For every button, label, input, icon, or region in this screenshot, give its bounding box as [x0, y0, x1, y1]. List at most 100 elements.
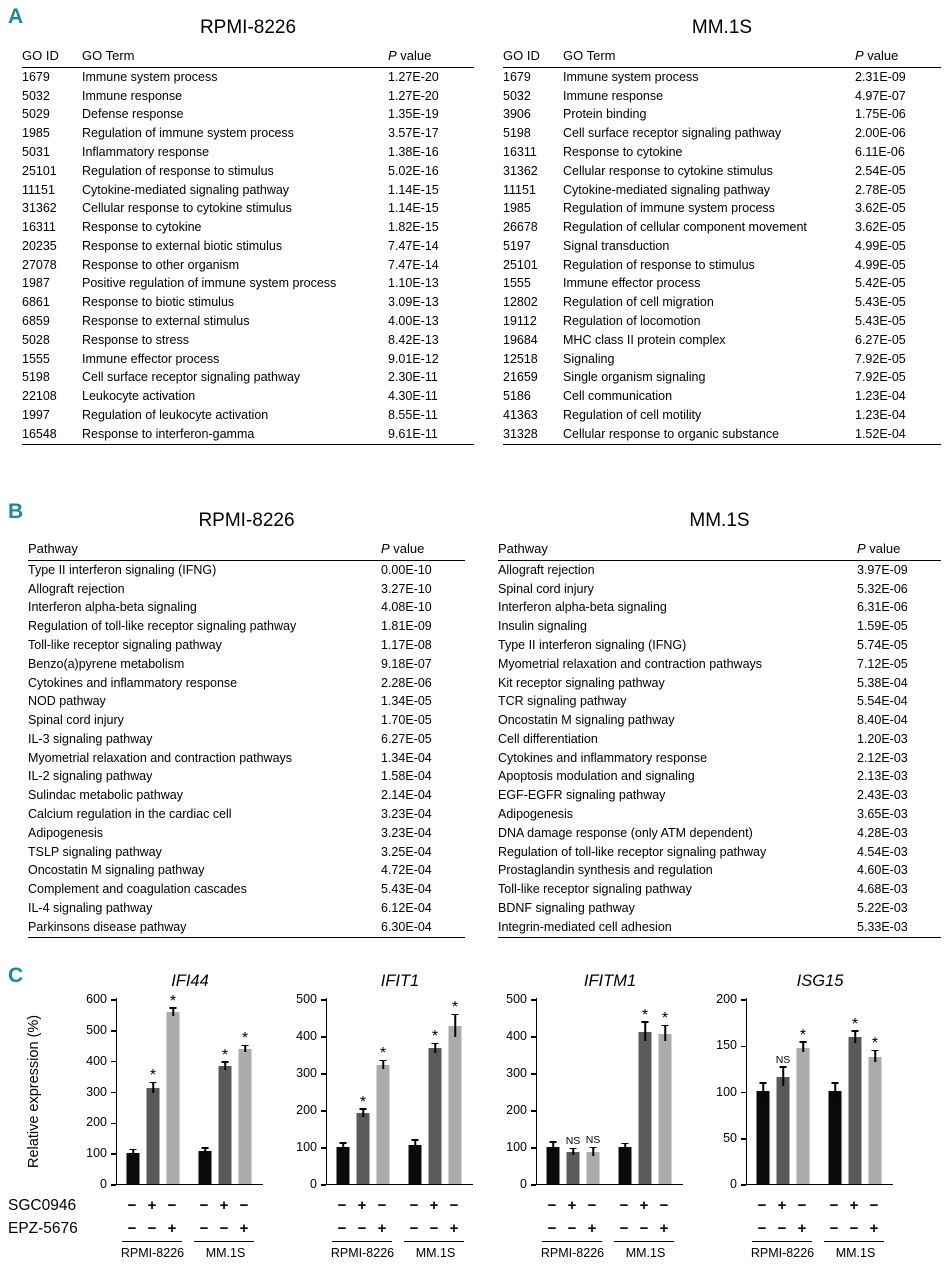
table-row: 5028 Response to stress 8.42E-13 — [22, 331, 474, 350]
error-bar-cap — [621, 1142, 629, 1145]
table-cell: 12518 — [503, 351, 538, 366]
table-row: NOD pathway 1.34E-05 — [28, 692, 465, 711]
table-row: Myometrial relaxation and contraction pa… — [28, 749, 465, 768]
bar-slot: * — [793, 998, 813, 1184]
condition-sign-row: − − + − − + — [746, 1217, 894, 1240]
condition-sign: − — [239, 1197, 249, 1214]
y-axis: 0 100 200 300 400 500 — [288, 992, 326, 1191]
table-cell: Immune system process — [82, 69, 218, 84]
table-row: 16311 Response to cytokine 1.82E-15 — [22, 218, 474, 237]
table-cell: Positive regulation of immune system pro… — [82, 276, 337, 291]
table-cell: 9.18E-07 — [381, 656, 432, 671]
error-bar — [762, 1083, 764, 1099]
y-tick-mark — [111, 1030, 116, 1032]
table-cell: 1.27E-20 — [388, 69, 439, 84]
table-cell: 19112 — [503, 314, 537, 329]
bar — [336, 1146, 350, 1184]
table-row: Regulation of toll-like receptor signali… — [28, 617, 465, 636]
table-cell: 16311 — [503, 145, 537, 160]
significance-label: NS — [775, 1053, 791, 1066]
bar-slot — [543, 998, 563, 1184]
table-row: Type II interferon signaling (IFNG) 5.74E… — [498, 636, 941, 655]
condition-sign: − — [357, 1220, 367, 1237]
table-cell: Immune response — [563, 88, 664, 103]
group-underline — [194, 1241, 254, 1242]
condition-sign: − — [449, 1197, 459, 1214]
chart-title: IFIT1 — [380, 972, 420, 990]
bar-slot: * — [425, 998, 445, 1184]
table-cell: TCR signaling pathway — [498, 694, 627, 709]
table-row: Spinal cord injury 5.32E-06 — [498, 580, 941, 599]
table-cell: Cell differentiation — [498, 731, 598, 746]
table-cell: 5.42E-05 — [855, 276, 906, 291]
condition-sign: − — [547, 1197, 557, 1214]
y-tick-mark — [321, 1147, 326, 1149]
error-bar — [592, 1148, 594, 1156]
bar-slot: * — [143, 998, 163, 1184]
table-cell: 1.58E-04 — [381, 769, 432, 784]
significance-label: * — [851, 1015, 859, 1033]
table-cell: Apoptosis modulation and signaling — [498, 769, 695, 784]
group-underline — [824, 1241, 884, 1242]
condition-sign: − — [587, 1197, 597, 1214]
error-bar — [874, 1051, 876, 1063]
table-cell: 2.43E-03 — [857, 788, 908, 803]
table-cell: 1.17E-08 — [381, 638, 432, 653]
column-header: GO Term — [563, 46, 855, 68]
y-tick-mark — [321, 1036, 326, 1038]
table-cell: 31362 — [503, 163, 538, 178]
table-cell: 1555 — [503, 276, 531, 291]
table-cell: Cellular response to cytokine stimulus — [563, 163, 773, 178]
table-row: Spinal cord injury 1.70E-05 — [28, 711, 465, 730]
table-cell: 3.65E-03 — [857, 807, 908, 822]
y-tick-mark — [741, 1184, 746, 1186]
bar-slot: * — [235, 998, 255, 1184]
table-cell: 3.57E-17 — [388, 126, 439, 141]
error-bar-cap — [339, 1142, 347, 1144]
condition-sign: + — [659, 1220, 669, 1237]
error-bar-cap — [431, 1042, 439, 1045]
column-header: P value — [381, 539, 465, 561]
y-tick-label: 0 — [520, 1177, 527, 1191]
table-cell: 1.81E-09 — [381, 619, 432, 634]
table-cell: 1.82E-15 — [388, 220, 439, 235]
condition-sign: + — [587, 1220, 597, 1237]
table-cell: Regulation of toll-like receptor signali… — [498, 844, 767, 859]
condition-sign: + — [449, 1220, 459, 1237]
table-title: RPMI-8226 — [198, 510, 295, 531]
table-row: 1987 Positive regulation of immune system… — [22, 275, 474, 294]
table-cell: 21659 — [503, 370, 538, 385]
table-row: TSLP signaling pathway 3.25E-04 — [28, 843, 465, 862]
table-row: 21659 Single organism signaling 7.92E-05 — [503, 369, 941, 388]
table-cell: Type II interferon signaling (IFNG) — [28, 562, 217, 577]
table-cell: Regulation of response to stimulus — [82, 163, 274, 178]
condition-sign: − — [199, 1197, 209, 1214]
table-row: Oncostatin M signaling pathway 8.40E-04 — [498, 711, 941, 730]
table-row: 6861 Response to biotic stimulus 3.09E-13 — [22, 293, 474, 312]
y-tick-mark — [111, 1060, 116, 1063]
go-table-block-mm1s: MM.1S GO ID GO Term P value 1679 Immune syst… — [503, 17, 941, 445]
table-cell: 2.14E-04 — [381, 788, 432, 803]
table-cell: 5.32E-06 — [857, 581, 908, 596]
table-cell: 6.27E-05 — [381, 731, 432, 746]
significance-label: * — [451, 999, 459, 1017]
table-cell: Cytokines and inflammatory response — [28, 675, 238, 690]
bar-slot: * — [655, 998, 675, 1184]
table-cell: 6.30E-04 — [381, 917, 465, 938]
condition-sign: − — [167, 1197, 177, 1214]
table-cell: Signaling — [563, 351, 615, 366]
condition-sign: + — [639, 1197, 649, 1214]
go-term-table-rpmi8226: GO ID GO Term P value 1679 Immune system pro… — [22, 46, 474, 445]
significance-label: * — [169, 992, 177, 1010]
condition-sign: − — [619, 1220, 629, 1237]
condition-sign: + — [167, 1220, 177, 1237]
table-cell: 4.08E-10 — [381, 600, 432, 615]
error-bar — [854, 1031, 856, 1043]
table-cell: 19684 — [503, 332, 538, 347]
table-cell: 6859 — [22, 314, 50, 329]
table-row: 12518 Signaling 7.92E-05 — [503, 350, 941, 369]
table-cell: 4.30E-11 — [388, 389, 438, 404]
error-bar-cap — [411, 1139, 419, 1141]
table-cell: 5029 — [22, 107, 50, 122]
condition-sign: − — [567, 1220, 577, 1237]
